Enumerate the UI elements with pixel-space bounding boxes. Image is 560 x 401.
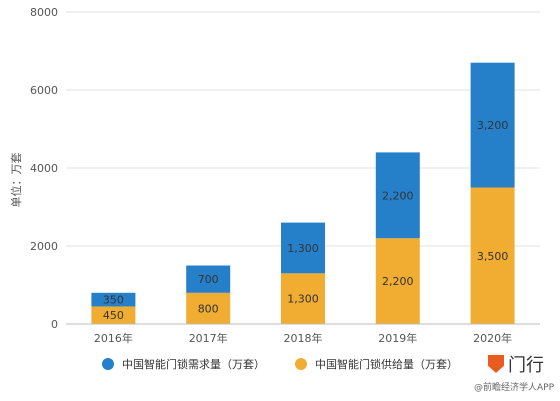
bar-supply-3[interactable] bbox=[375, 238, 420, 324]
x-tick-label-0: 2016年 bbox=[94, 331, 133, 345]
legend-swatch-demand bbox=[102, 358, 114, 370]
y-axis-label: 单位：万套 bbox=[9, 153, 23, 208]
logo-icon bbox=[488, 355, 504, 373]
legend: 中国智能门锁需求量（万套） 中国智能门锁供给量（万套） bbox=[0, 356, 560, 372]
legend-label-supply: 中国智能门锁供给量（万套） bbox=[315, 358, 458, 371]
data-label-supply-0: 450 bbox=[103, 309, 124, 322]
bar-supply-1[interactable] bbox=[186, 292, 231, 324]
data-label-demand-2: 1,300 bbox=[287, 242, 319, 255]
bar-chart: 450 350 800 700 1,300 1,300 2,200 2,200 3,500 3,2… bbox=[9, 6, 540, 345]
data-label-supply-1: 800 bbox=[198, 302, 219, 315]
logo: 门行 bbox=[488, 351, 552, 377]
bar-demand-4[interactable] bbox=[470, 62, 515, 188]
bar-supply-2[interactable] bbox=[281, 273, 325, 324]
data-label-demand-0: 350 bbox=[103, 294, 124, 307]
legend-item-demand[interactable]: 中国智能门锁需求量（万套） bbox=[102, 356, 265, 372]
bar-supply-4[interactable] bbox=[470, 187, 515, 325]
x-tick-label-4: 2020年 bbox=[473, 331, 512, 345]
x-tick-label-2: 2018年 bbox=[284, 331, 323, 345]
legend-label-demand: 中国智能门锁需求量（万套） bbox=[122, 358, 265, 371]
y-tick-label-0: 0 bbox=[51, 318, 58, 331]
bar-demand-2[interactable] bbox=[281, 222, 325, 274]
data-label-supply-2: 1,300 bbox=[287, 293, 319, 306]
data-label-demand-1: 700 bbox=[198, 273, 219, 286]
bars-layer bbox=[91, 62, 515, 325]
watermark: @前瞻经济学人APP bbox=[473, 383, 554, 393]
data-label-supply-4: 3,500 bbox=[477, 250, 509, 263]
labels-layer: 450 350 800 700 1,300 1,300 2,200 2,200 3,500 3,2… bbox=[103, 119, 508, 322]
y-tick-label-1: 2000 bbox=[30, 240, 58, 253]
y-tick-label-3: 6000 bbox=[30, 84, 58, 97]
bar-demand-3[interactable] bbox=[375, 152, 420, 239]
x-tick-label-3: 2019年 bbox=[378, 331, 417, 345]
legend-swatch-supply bbox=[295, 358, 307, 370]
bar-supply-0[interactable] bbox=[91, 306, 136, 324]
data-label-demand-4: 3,200 bbox=[477, 119, 509, 132]
bar-demand-0[interactable] bbox=[91, 292, 136, 307]
x-tick-label-1: 2017年 bbox=[189, 331, 228, 345]
logo-text: 门行 bbox=[508, 355, 544, 376]
legend-item-supply[interactable]: 中国智能门锁供给量（万套） bbox=[295, 356, 458, 372]
y-tick-label-2: 4000 bbox=[30, 162, 58, 175]
data-label-demand-3: 2,200 bbox=[382, 189, 414, 202]
bar-demand-1[interactable] bbox=[186, 265, 231, 293]
axis-layer: 0 2000 4000 6000 8000 2016年 2017年 2018年 2019年 202… bbox=[30, 6, 540, 345]
data-label-supply-3: 2,200 bbox=[382, 275, 414, 288]
y-tick-label-4: 8000 bbox=[30, 6, 58, 19]
